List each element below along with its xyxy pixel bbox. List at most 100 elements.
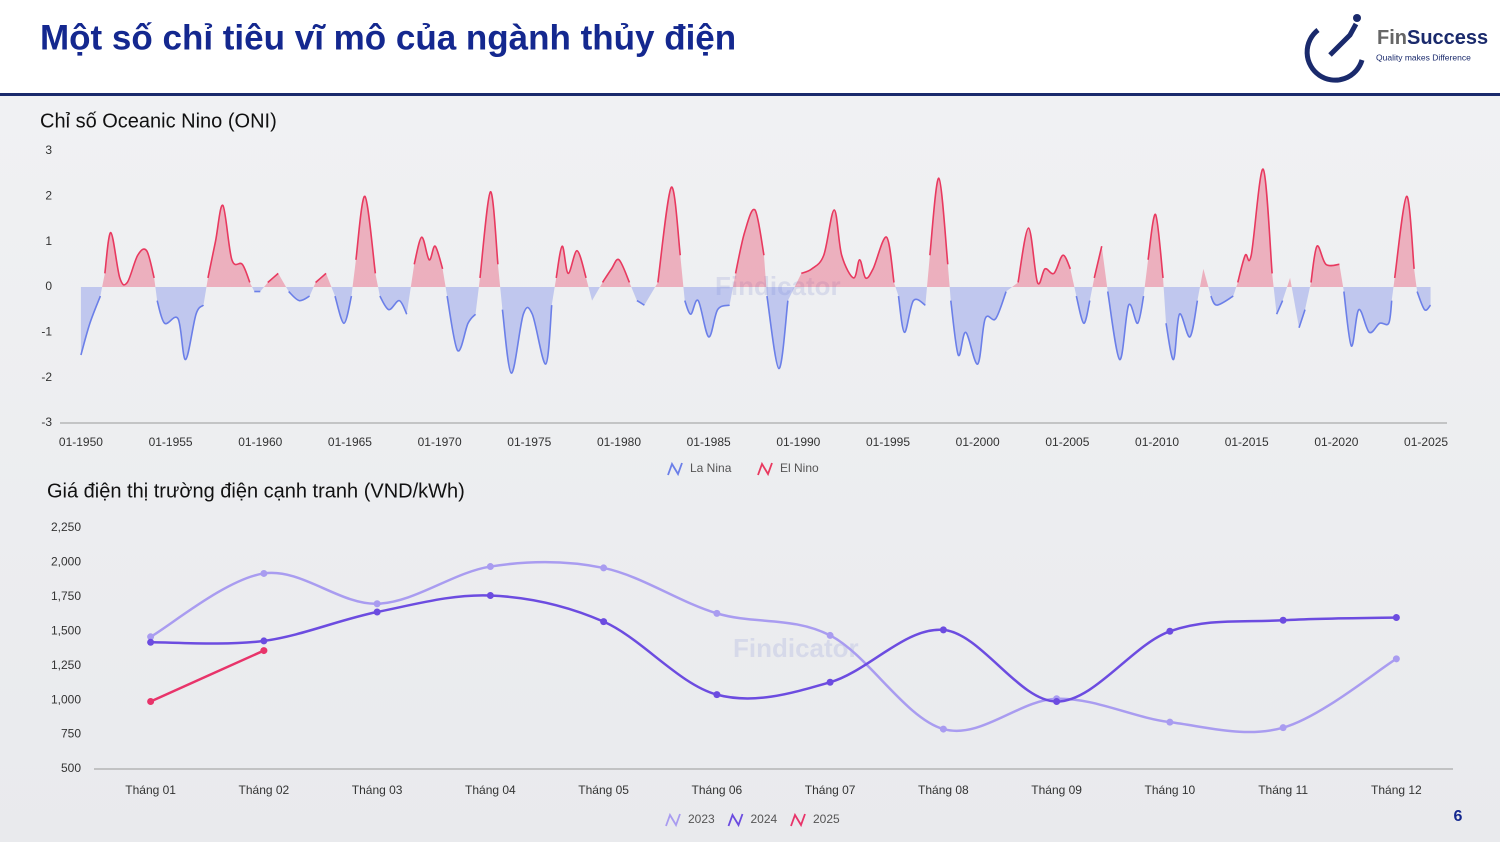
area-fill [155, 287, 207, 360]
x-tick-label: Tháng 02 [239, 783, 290, 797]
x-tick-label: Tháng 05 [578, 783, 629, 797]
series-line [949, 291, 1007, 365]
logo-brand-2: Success [1407, 27, 1488, 49]
y-tick-label: 1,500 [51, 623, 81, 637]
area-fill [1107, 287, 1145, 360]
series-line [683, 299, 730, 338]
y-tick-label: 1,250 [51, 658, 81, 672]
logo-tagline: Quality makes Difference [1376, 52, 1471, 62]
series-line [150, 649, 265, 703]
area-fill [1416, 287, 1431, 311]
area-fill [794, 209, 896, 287]
chart-title: Chỉ số Oceanic Nino (ONI) [40, 110, 277, 132]
x-tick-label: Tháng 06 [692, 783, 743, 797]
legend-icon [665, 812, 681, 828]
point [260, 569, 268, 577]
point [600, 564, 608, 572]
point [713, 691, 721, 699]
x-tick-label: Tháng 01 [125, 783, 176, 797]
area-fill [1012, 228, 1075, 287]
series-line [1210, 295, 1234, 306]
series-line [766, 295, 789, 370]
logo-figure [1328, 22, 1359, 57]
series-line [501, 305, 553, 374]
area-fill [1393, 196, 1417, 287]
x-tick-label: 01-2005 [1045, 435, 1089, 449]
point [1166, 718, 1174, 726]
area-fill [1343, 287, 1394, 347]
y-tick-label: 2,250 [51, 520, 81, 534]
area-fill [1208, 287, 1237, 306]
area-fill [1273, 287, 1288, 315]
series-line [413, 236, 444, 270]
y-tick-label: 1,000 [51, 692, 81, 706]
header-rule [0, 93, 1500, 96]
legend-label: 2023 [688, 812, 715, 826]
series-line [355, 195, 377, 274]
y-tick-label: 500 [61, 761, 81, 775]
area-fill [683, 287, 734, 337]
y-tick-label: 3 [45, 143, 52, 157]
x-tick-label: 01-2015 [1225, 435, 1269, 449]
x-tick-label: 01-1975 [507, 435, 551, 449]
area-fill [655, 187, 684, 287]
series-line [1343, 291, 1393, 347]
series-line [1147, 213, 1164, 279]
point [600, 618, 608, 626]
series-line [929, 177, 949, 265]
x-tick-label: 01-1995 [866, 435, 910, 449]
watermark: Findicator [715, 271, 841, 301]
x-tick-label: Tháng 09 [1031, 783, 1082, 797]
logo-brand-1: Fin [1377, 27, 1407, 49]
series-line [207, 204, 251, 283]
slide-title: Một số chỉ tiêu vĩ mô của ngành thủy điệ… [40, 18, 736, 57]
series-line [1165, 300, 1199, 361]
watermark: Findicator [733, 633, 859, 663]
point [1166, 627, 1174, 635]
x-tick-label: Tháng 07 [805, 783, 856, 797]
series-line [80, 295, 102, 356]
point [713, 609, 721, 617]
area-fill [1309, 245, 1344, 287]
series-line [657, 186, 682, 283]
point [147, 698, 155, 706]
area-fill [1144, 214, 1164, 287]
y-tick-label: 2,000 [51, 555, 81, 569]
point [147, 633, 155, 641]
point [939, 626, 947, 634]
area-fill [352, 196, 379, 287]
series-line [1017, 227, 1072, 285]
series-line [555, 245, 587, 279]
area-fill [599, 259, 632, 287]
area-fill [766, 287, 795, 369]
series-line [150, 560, 1398, 734]
x-tick-label: 01-1985 [687, 435, 731, 449]
series-line [1416, 291, 1432, 311]
point [826, 631, 834, 639]
area-fill [733, 209, 767, 287]
logo: FinSuccess Quality makes Difference [1304, 14, 1488, 83]
series-line [1106, 291, 1145, 361]
area-fill [927, 178, 950, 287]
area-fill [313, 273, 332, 287]
x-tick-label: 01-1950 [59, 435, 103, 449]
point [260, 647, 268, 655]
series-line [1310, 245, 1340, 283]
x-tick-label: Tháng 11 [1258, 783, 1308, 797]
x-tick-label: 01-1965 [328, 435, 372, 449]
y-tick-label: 750 [61, 727, 81, 741]
area-fill [1291, 287, 1310, 328]
point [939, 725, 947, 733]
area-fill [500, 287, 555, 374]
x-tick-label: 01-1955 [149, 435, 193, 449]
x-tick-label: Tháng 03 [352, 783, 403, 797]
point [373, 608, 381, 616]
logo-brand: FinSuccess [1377, 27, 1488, 49]
y-tick-label: 1,750 [51, 589, 81, 603]
series-line [379, 295, 408, 315]
area-fill [264, 273, 287, 287]
area-fill [1074, 287, 1093, 324]
area-fill [252, 287, 265, 292]
